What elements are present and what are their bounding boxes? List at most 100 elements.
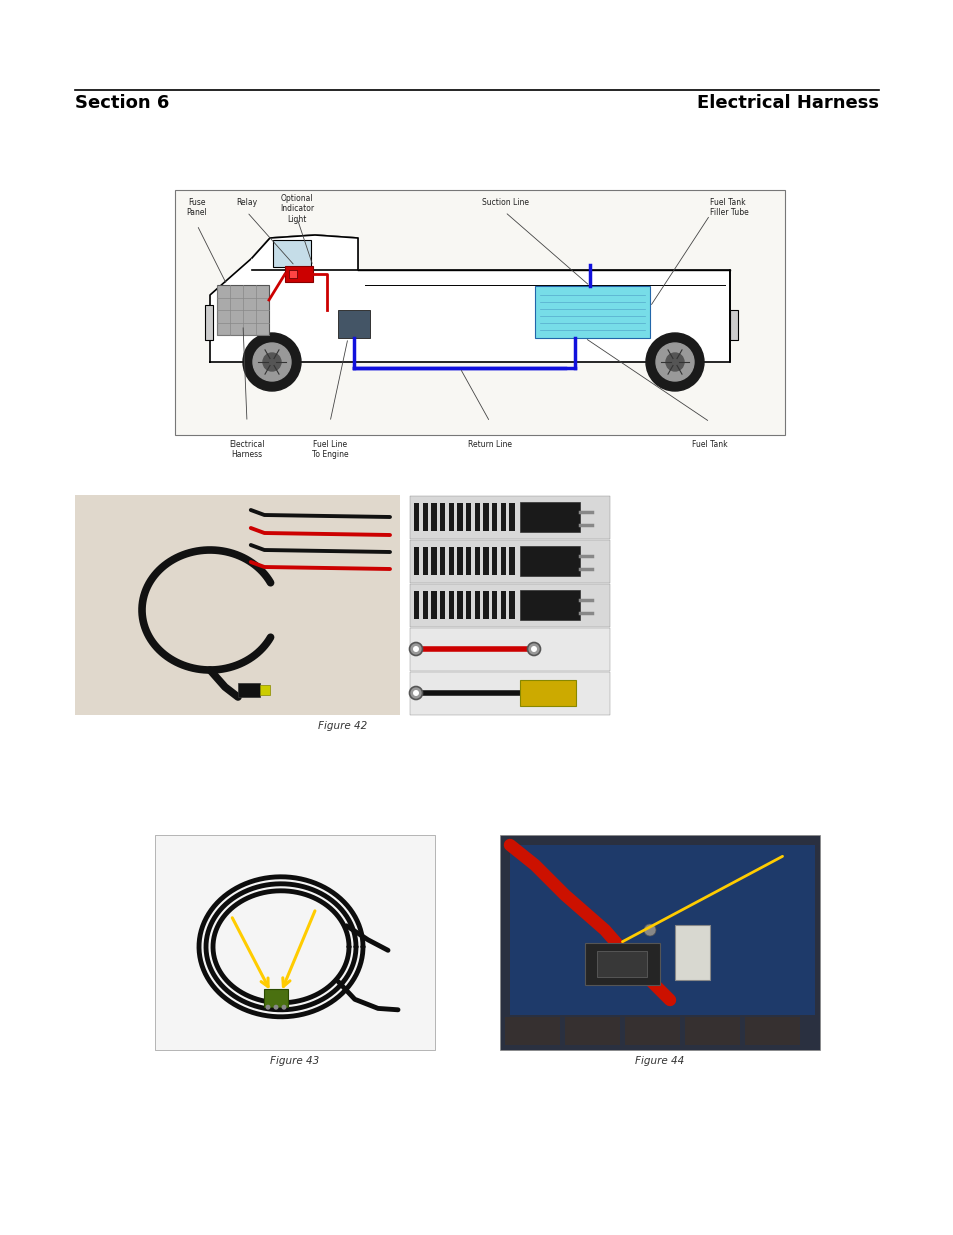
Text: Electrical
Harness: Electrical Harness <box>229 440 265 459</box>
Bar <box>448 590 454 619</box>
Bar <box>410 629 609 671</box>
Bar <box>205 305 213 340</box>
Bar <box>483 503 488 531</box>
Bar <box>597 951 646 977</box>
Text: Figure 42: Figure 42 <box>317 721 367 731</box>
Bar <box>448 547 454 576</box>
Bar <box>237 683 260 697</box>
Bar <box>456 590 462 619</box>
Bar <box>509 547 514 576</box>
Text: Electrical Harness: Electrical Harness <box>697 94 878 112</box>
Bar <box>500 547 505 576</box>
Bar <box>504 1016 559 1045</box>
Bar <box>675 925 709 981</box>
Bar <box>414 590 418 619</box>
Bar <box>564 1016 619 1045</box>
Bar <box>684 1016 740 1045</box>
Bar <box>456 503 462 531</box>
Polygon shape <box>252 235 357 270</box>
Circle shape <box>265 1005 271 1010</box>
Bar <box>273 240 311 267</box>
Circle shape <box>409 642 422 656</box>
Bar <box>264 989 288 1008</box>
Text: Optional
Indicator
Light: Optional Indicator Light <box>279 194 314 224</box>
Bar <box>519 679 576 706</box>
Bar <box>519 501 579 532</box>
Bar <box>483 590 488 619</box>
Bar <box>465 590 471 619</box>
Bar <box>422 590 427 619</box>
Bar <box>509 590 514 619</box>
Bar <box>475 547 479 576</box>
Bar <box>448 503 454 531</box>
Bar <box>475 590 479 619</box>
Bar <box>500 503 505 531</box>
Bar <box>216 285 269 335</box>
Bar <box>519 589 579 620</box>
Text: Fuel Line
To Engine: Fuel Line To Engine <box>312 440 348 459</box>
Bar <box>492 590 497 619</box>
Bar <box>431 503 436 531</box>
Text: Fuel Tank: Fuel Tank <box>692 440 727 450</box>
Bar <box>439 503 445 531</box>
Bar <box>260 685 270 695</box>
Bar <box>535 287 649 338</box>
Circle shape <box>281 1005 286 1010</box>
Bar <box>439 547 445 576</box>
Bar <box>744 1016 800 1045</box>
Circle shape <box>263 353 281 370</box>
Text: Figure 44: Figure 44 <box>635 1056 684 1066</box>
Bar <box>410 540 609 583</box>
Polygon shape <box>210 235 729 362</box>
Bar <box>509 503 514 531</box>
Bar <box>729 310 738 340</box>
Circle shape <box>253 343 291 382</box>
Circle shape <box>413 646 418 652</box>
Bar <box>414 503 418 531</box>
Bar <box>410 496 609 538</box>
Bar <box>410 584 609 627</box>
Circle shape <box>665 353 683 370</box>
Bar <box>410 672 609 715</box>
Circle shape <box>656 343 693 382</box>
Bar <box>499 835 820 1050</box>
Text: Relay: Relay <box>236 198 257 207</box>
Bar <box>483 547 488 576</box>
Circle shape <box>243 333 301 391</box>
Text: Return Line: Return Line <box>468 440 512 450</box>
Circle shape <box>643 924 656 936</box>
Text: Suction Line: Suction Line <box>481 198 528 207</box>
Bar <box>439 590 445 619</box>
Bar <box>519 546 579 577</box>
Bar <box>510 845 814 1015</box>
Bar <box>624 1016 679 1045</box>
Bar <box>285 266 313 282</box>
Bar <box>154 835 435 1050</box>
Bar <box>492 503 497 531</box>
Circle shape <box>527 642 540 656</box>
Bar <box>492 547 497 576</box>
Circle shape <box>531 646 537 652</box>
Bar <box>422 547 427 576</box>
Bar <box>337 310 370 338</box>
Circle shape <box>645 333 703 391</box>
Bar <box>465 503 471 531</box>
Circle shape <box>274 1005 278 1010</box>
Bar <box>414 547 418 576</box>
Bar <box>289 270 296 278</box>
Circle shape <box>409 687 422 699</box>
Bar <box>422 503 427 531</box>
Bar <box>174 190 784 435</box>
Circle shape <box>413 690 418 697</box>
Bar <box>465 547 471 576</box>
Text: Figure 43: Figure 43 <box>270 1056 319 1066</box>
Bar <box>431 547 436 576</box>
Bar <box>500 590 505 619</box>
Bar <box>584 944 659 986</box>
Bar <box>456 547 462 576</box>
Bar <box>475 503 479 531</box>
Text: Fuel Tank
Filler Tube: Fuel Tank Filler Tube <box>709 198 748 217</box>
Text: Fuse
Panel: Fuse Panel <box>187 198 207 217</box>
Text: Section 6: Section 6 <box>75 94 170 112</box>
Bar <box>431 590 436 619</box>
